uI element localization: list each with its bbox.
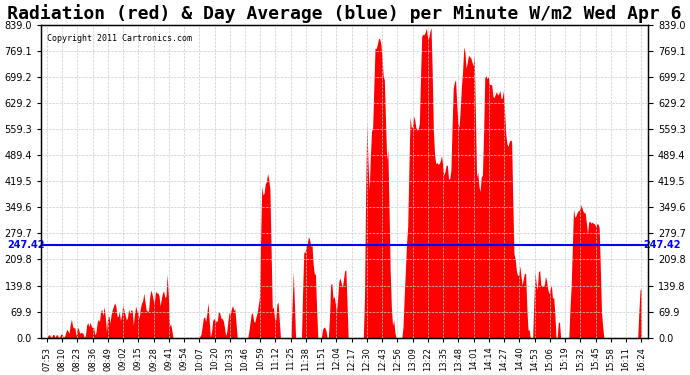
Text: 247.42: 247.42 [7, 240, 45, 250]
Text: Copyright 2011 Cartronics.com: Copyright 2011 Cartronics.com [47, 34, 192, 43]
Text: 247.42: 247.42 [644, 240, 681, 250]
Title: Solar Radiation (red) & Day Average (blue) per Minute W/m2 Wed Apr 6 16:29: Solar Radiation (red) & Day Average (blu… [0, 4, 690, 23]
